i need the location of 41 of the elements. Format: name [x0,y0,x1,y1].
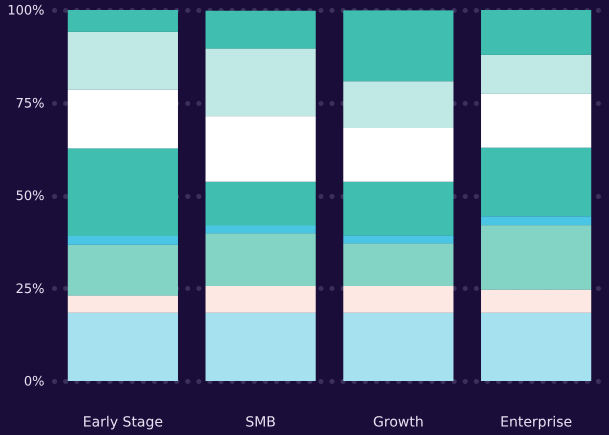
bar [206,226,316,234]
bar [68,90,178,148]
x-tick-label: Enterprise [500,414,572,430]
bar [481,94,592,148]
bar [68,148,178,236]
bar [206,116,316,182]
bar [343,10,454,82]
bar [343,182,454,236]
bar [68,236,178,245]
x-tick-label: Growth [373,414,424,430]
bar [343,128,454,182]
bar [68,244,178,296]
bar [481,290,592,313]
bar [68,296,178,313]
bar [206,48,316,116]
bar [206,10,316,49]
bar [206,312,316,381]
bar [206,286,316,313]
y-tick-label: 0% [24,374,44,390]
bar [68,32,178,90]
bar [481,10,592,55]
x-tick-label: SMB [245,414,276,430]
bar [481,54,592,94]
y-tick-label: 50% [16,189,44,204]
bar [206,233,316,286]
bar [481,216,592,226]
bar [68,312,178,381]
bar [343,312,454,381]
bar [481,148,592,216]
bar [206,182,316,226]
bar [343,236,454,244]
bar [343,81,454,128]
bar [343,286,454,313]
y-tick-label: 75% [16,96,44,112]
bar [481,312,592,381]
bar [343,243,454,286]
y-tick-label: 25% [16,282,44,297]
y-tick-label: 100% [7,4,44,18]
x-tick-label: Early Stage [82,414,164,430]
bar [68,10,178,32]
bar [481,225,592,290]
